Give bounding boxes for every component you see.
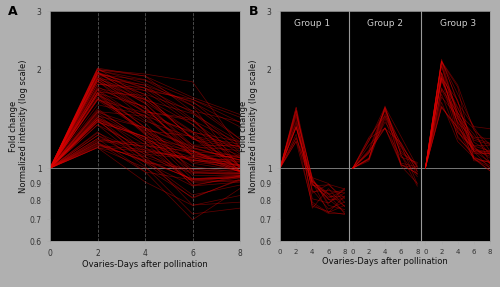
Y-axis label: Fold change
Normalized intensity (log scale): Fold change Normalized intensity (log sc…: [9, 59, 28, 193]
Text: B: B: [248, 5, 258, 18]
Text: Group 2: Group 2: [367, 19, 403, 28]
X-axis label: Ovaries-Days after pollination: Ovaries-Days after pollination: [322, 257, 448, 266]
Text: Group 3: Group 3: [440, 19, 476, 28]
Text: Group 1: Group 1: [294, 19, 331, 28]
Text: A: A: [8, 5, 18, 18]
X-axis label: Ovaries-Days after pollination: Ovaries-Days after pollination: [82, 260, 208, 269]
Y-axis label: Fold change
Normalized intensity (log scale): Fold change Normalized intensity (log sc…: [239, 59, 258, 193]
